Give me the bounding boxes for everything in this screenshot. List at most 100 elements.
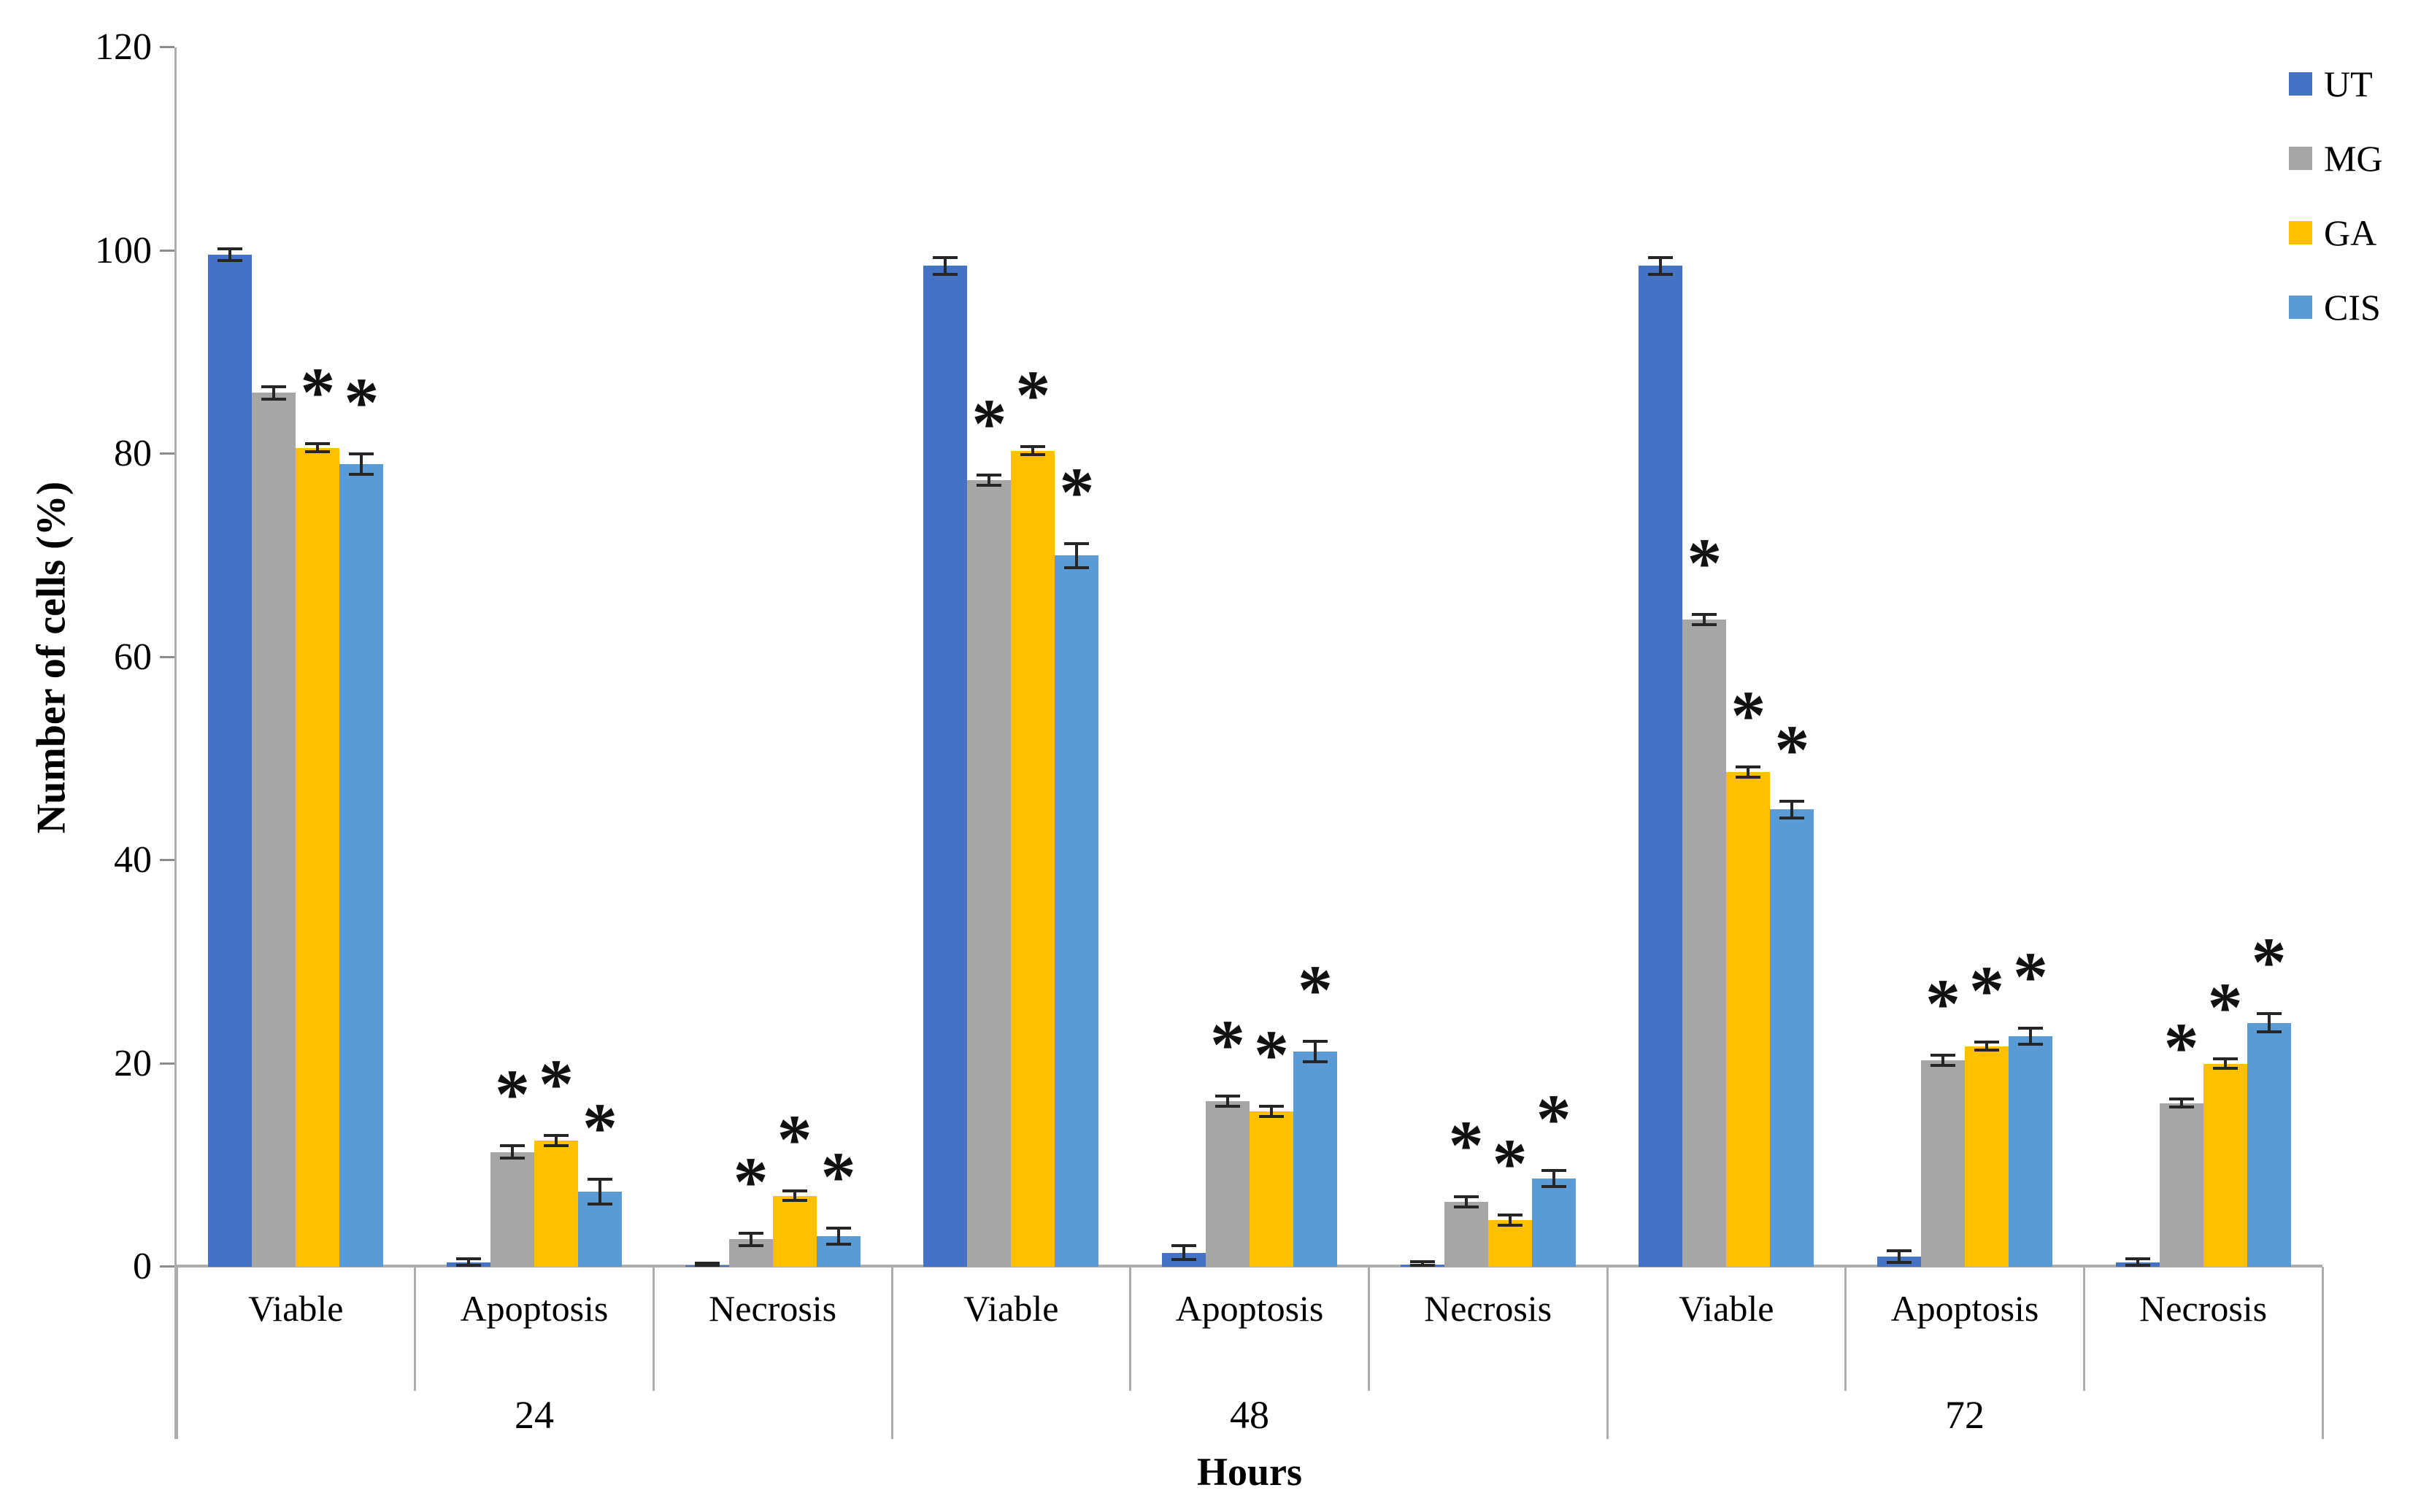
category-separator	[1129, 1267, 1132, 1391]
error-bar-MG-48-necrosis-cap-top	[1453, 1195, 1479, 1198]
error-bar-CIS-24-necrosis-line	[836, 1228, 840, 1245]
bar-GA-24-viable	[296, 447, 340, 1267]
error-bar-MG-24-necrosis-cap-bottom	[738, 1243, 763, 1247]
error-bar-GA-24-necrosis-cap-top	[782, 1189, 807, 1192]
error-bar-MG-72-viable-line	[1703, 614, 1706, 625]
significance-marker-CIS-72-necrosis: *	[2251, 923, 2287, 1002]
bar-MG-24-apoptosis	[490, 1152, 534, 1267]
significance-marker-CIS-48-viable: *	[1059, 452, 1095, 531]
bar-CIS-48-apoptosis	[1293, 1051, 1337, 1267]
error-bar-CIS-24-apoptosis-cap-bottom	[588, 1202, 612, 1206]
category-label-48-apoptosis: Apoptosis	[1175, 1288, 1324, 1329]
significance-marker-MG-72-apoptosis: *	[1925, 965, 1960, 1044]
error-bar-MG-48-viable-cap-bottom	[977, 484, 1002, 487]
y-tick-label-80: 80	[114, 433, 152, 474]
error-bar-UT-24-viable-cap-top	[218, 247, 243, 250]
significance-marker-GA-24-apoptosis: *	[539, 1045, 574, 1124]
significance-marker-CIS-48-apoptosis: *	[1298, 950, 1333, 1029]
bar-MG-72-viable	[1682, 619, 1727, 1267]
error-bar-GA-72-necrosis-cap-bottom	[2212, 1067, 2238, 1071]
error-bar-MG-24-apoptosis-cap-bottom	[500, 1157, 525, 1160]
error-bar-GA-24-viable-line	[316, 444, 320, 452]
error-bar-MG-24-viable-cap-top	[261, 385, 287, 389]
error-bar-UT-24-viable-line	[228, 248, 232, 261]
bar-GA-72-apoptosis	[1965, 1046, 2009, 1267]
error-bar-UT-72-apoptosis-cap-top	[1887, 1249, 1912, 1252]
bar-MG-24-viable	[252, 393, 296, 1267]
y-tick-label-0: 0	[133, 1246, 152, 1287]
legend-label-CIS: CIS	[2324, 287, 2381, 328]
bar-GA-72-viable	[1726, 771, 1771, 1267]
error-bar-GA-72-apoptosis-cap-bottom	[1974, 1049, 1999, 1052]
error-bar-GA-48-apoptosis-cap-bottom	[1259, 1114, 1284, 1118]
error-bar-CIS-48-apoptosis-cap-top	[1303, 1039, 1328, 1043]
error-bar-GA-72-necrosis-cap-top	[2212, 1057, 2238, 1060]
bar-GA-24-apoptosis	[534, 1141, 578, 1267]
error-bar-CIS-24-apoptosis-cap-top	[588, 1178, 612, 1181]
significance-marker-MG-24-apoptosis: *	[495, 1055, 530, 1134]
error-bar-GA-48-viable-line	[1031, 447, 1035, 455]
error-bar-CIS-24-necrosis-cap-top	[825, 1227, 851, 1230]
error-bar-CIS-24-viable-cap-bottom	[349, 472, 374, 476]
error-bar-CIS-48-necrosis-cap-top	[1541, 1168, 1566, 1172]
y-tick-60	[160, 655, 174, 658]
category-separator	[2082, 1267, 2085, 1391]
category-label-72-necrosis: Necrosis	[2139, 1288, 2268, 1329]
bar-CIS-48-necrosis	[1531, 1178, 1576, 1267]
error-bar-UT-24-apoptosis-cap-top	[456, 1257, 481, 1260]
error-bar-MG-72-necrosis-line	[2179, 1099, 2183, 1108]
bar-CIS-72-apoptosis	[2009, 1035, 2052, 1267]
error-bar-GA-24-necrosis-cap-bottom	[782, 1199, 807, 1203]
significance-marker-GA-48-necrosis: *	[1492, 1124, 1528, 1203]
significance-marker-CIS-24-necrosis: *	[820, 1138, 856, 1216]
error-bar-UT-24-apoptosis-line	[467, 1258, 470, 1265]
error-bar-UT-72-necrosis-line	[2136, 1258, 2139, 1265]
significance-marker-MG-24-necrosis: *	[733, 1143, 769, 1222]
hour-label-24: 24	[515, 1393, 554, 1437]
category-separator	[1367, 1267, 1370, 1391]
error-bar-UT-48-apoptosis-cap-top	[1171, 1243, 1196, 1247]
error-bar-GA-72-apoptosis-cap-top	[1974, 1041, 1999, 1044]
legend-label-UT: UT	[2324, 63, 2373, 104]
significance-marker-MG-48-viable: *	[971, 385, 1007, 463]
bar-GA-48-necrosis	[1487, 1219, 1532, 1267]
y-tick-label-20: 20	[114, 1042, 152, 1084]
error-bar-CIS-24-necrosis-cap-bottom	[825, 1243, 851, 1246]
error-bar-UT-24-necrosis-cap-top	[694, 1262, 720, 1265]
significance-marker-CIS-72-viable: *	[1774, 711, 1810, 790]
category-label-48-necrosis: Necrosis	[1424, 1288, 1552, 1329]
error-bar-GA-72-viable-cap-bottom	[1736, 775, 1761, 779]
significance-marker-GA-72-viable: *	[1731, 676, 1766, 755]
bar-CIS-72-necrosis	[2247, 1022, 2291, 1267]
error-bar-CIS-48-apoptosis-line	[1314, 1041, 1317, 1062]
category-label-24-necrosis: Necrosis	[709, 1288, 837, 1329]
error-bar-MG-24-necrosis-line	[749, 1233, 752, 1246]
error-bar-CIS-72-viable-line	[1790, 801, 1794, 818]
error-bar-CIS-72-necrosis-cap-top	[2256, 1012, 2282, 1016]
significance-marker-MG-72-viable: *	[1687, 524, 1722, 602]
error-bar-GA-24-viable-cap-bottom	[305, 450, 331, 454]
error-bar-MG-48-viable-line	[988, 475, 991, 486]
error-bar-CIS-72-viable-cap-top	[1779, 800, 1805, 803]
bar-GA-48-viable	[1011, 450, 1055, 1267]
y-tick-label-40: 40	[114, 839, 152, 881]
group-separator	[2321, 1267, 2324, 1439]
error-bar-UT-72-viable-cap-top	[1648, 256, 1674, 260]
significance-marker-GA-24-necrosis: *	[777, 1100, 812, 1179]
significance-marker-GA-72-necrosis: *	[2207, 968, 2243, 1046]
error-bar-UT-72-viable-cap-bottom	[1648, 272, 1674, 276]
error-bar-MG-72-necrosis-cap-top	[2168, 1098, 2194, 1101]
y-tick-20	[160, 1062, 174, 1065]
significance-marker-MG-72-necrosis: *	[2163, 1008, 2199, 1087]
legend-item-UT: UT	[2289, 66, 2383, 102]
error-bar-UT-72-necrosis-cap-top	[2125, 1257, 2150, 1260]
error-bar-UT-24-apoptosis-cap-bottom	[456, 1264, 481, 1267]
x-axis-title: Hours	[1196, 1450, 1303, 1494]
bar-GA-72-necrosis	[2203, 1063, 2247, 1267]
error-bar-UT-72-viable-line	[1659, 258, 1663, 274]
bar-MG-48-apoptosis	[1206, 1101, 1250, 1267]
group-separator	[890, 1267, 893, 1439]
error-bar-GA-24-apoptosis-cap-bottom	[544, 1144, 569, 1148]
legend-swatch-GA	[2289, 221, 2312, 244]
error-bar-CIS-72-viable-cap-bottom	[1779, 816, 1805, 819]
